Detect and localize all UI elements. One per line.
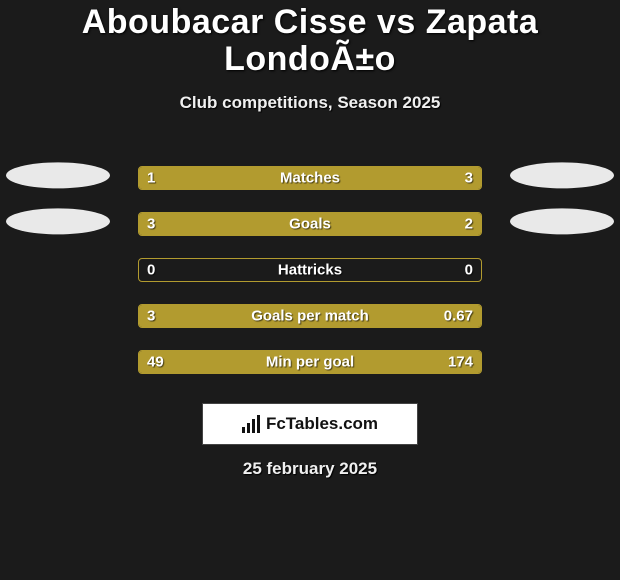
generated-date: 25 february 2025 <box>0 459 620 479</box>
stat-left-value: 1 <box>147 169 155 186</box>
stat-bar: 13Matches <box>138 166 482 190</box>
stats-area: 13Matches32Goals00Hattricks30.67Goals pe… <box>0 155 620 385</box>
stat-left-value: 3 <box>147 307 155 324</box>
stat-bar-right-fill <box>214 351 481 373</box>
stat-bar-right-fill <box>344 213 481 235</box>
stat-right-value: 3 <box>465 169 473 186</box>
stat-label: Hattricks <box>139 261 481 278</box>
stat-bar: 32Goals <box>138 212 482 236</box>
stat-right-value: 0.67 <box>444 307 473 324</box>
chart-icon <box>242 415 260 433</box>
stat-left-value: 49 <box>147 353 164 370</box>
stat-bar: 30.67Goals per match <box>138 304 482 328</box>
stat-row: 32Goals <box>0 201 620 247</box>
stat-bar: 0 0Hattricks <box>138 258 482 282</box>
stat-row: 13Matches <box>0 155 620 201</box>
subtitle: Club competitions, Season 2025 <box>0 93 620 113</box>
player-left-marker <box>6 208 110 234</box>
player-right-marker <box>510 162 614 188</box>
stat-bar-left-fill <box>139 213 344 235</box>
stat-bar-right-fill <box>225 167 482 189</box>
stat-bar-left-fill <box>139 305 406 327</box>
stat-left-value: 3 <box>147 215 155 232</box>
stat-row: 30.67Goals per match <box>0 293 620 339</box>
stat-right-value: 0 <box>465 261 473 278</box>
fctables-logo[interactable]: FcTables.com <box>202 403 418 445</box>
page-title: Aboubacar Cisse vs Zapata LondoÃ±o <box>0 4 620 79</box>
stat-right-value: 2 <box>465 215 473 232</box>
player-left-marker <box>6 162 110 188</box>
stat-row: 49174Min per goal <box>0 339 620 385</box>
stat-row: 0 0Hattricks <box>0 247 620 293</box>
stat-bar: 49174Min per goal <box>138 350 482 374</box>
logo-text: FcTables.com <box>266 414 378 434</box>
comparison-panel: Aboubacar Cisse vs Zapata LondoÃ±o Club … <box>0 0 620 479</box>
player-right-marker <box>510 208 614 234</box>
stat-left-value: 0 <box>147 261 155 278</box>
stat-right-value: 174 <box>448 353 473 370</box>
